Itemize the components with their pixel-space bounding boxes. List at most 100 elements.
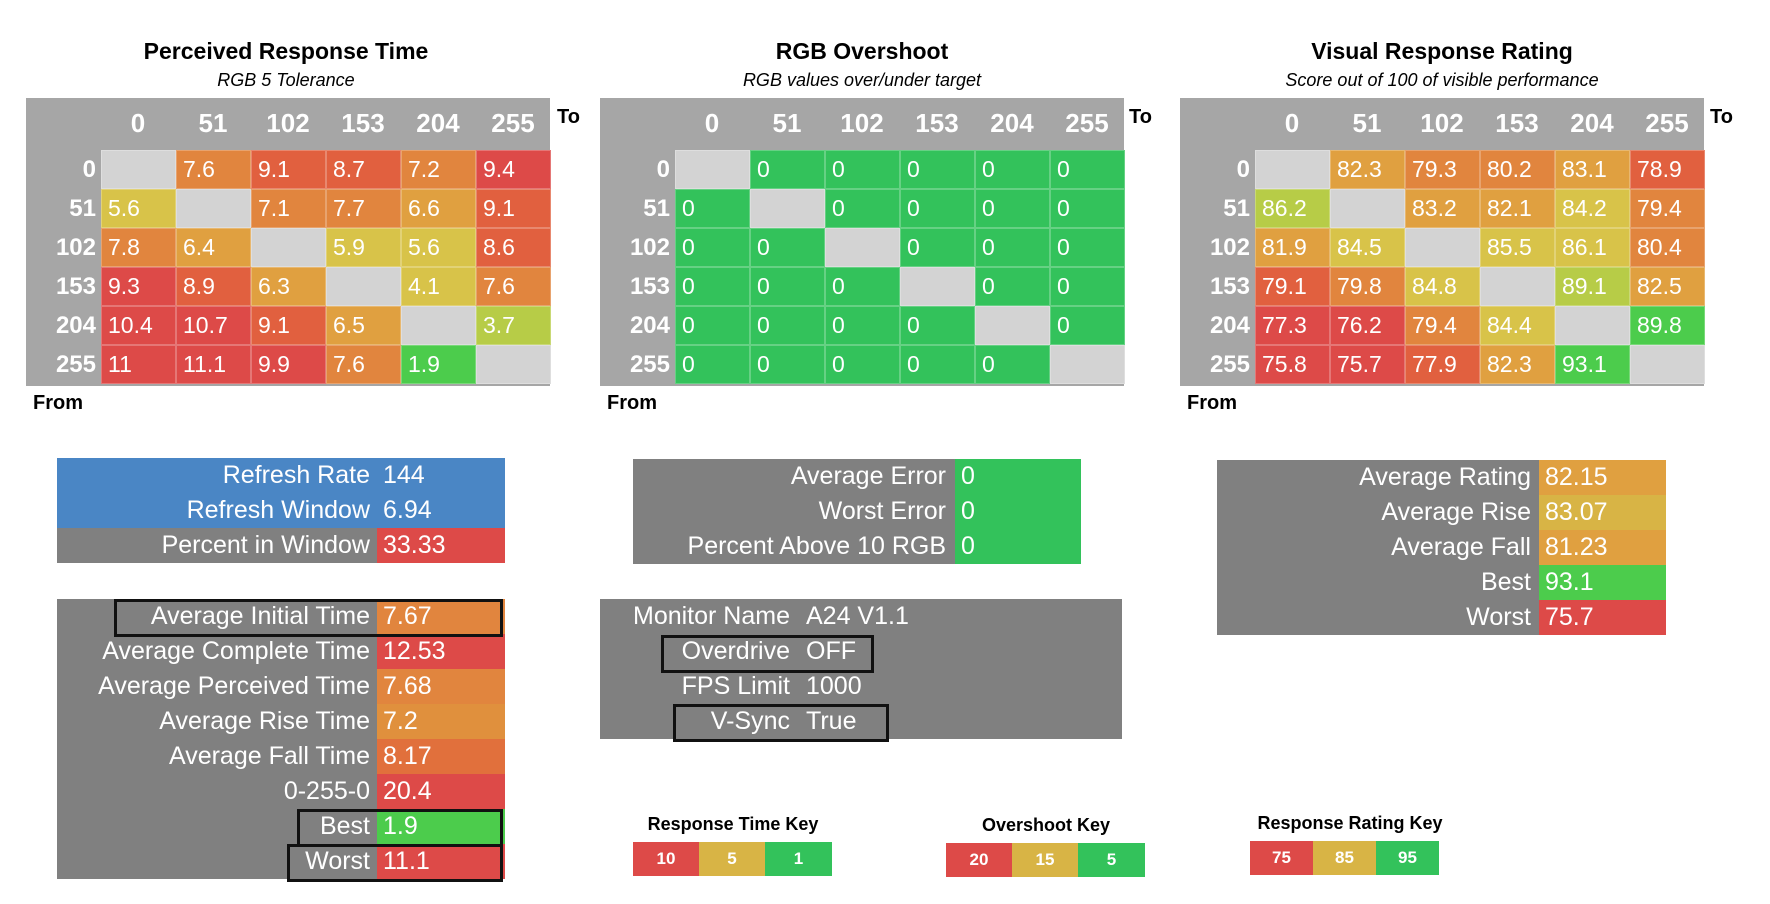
fps-limit-row: FPS Limit 1000 [600,669,1122,704]
rating-matrix: 0 51 102 153 204 255 0 51 102 153 204 25… [1180,98,1705,386]
matrix-cell: 0 [750,150,825,189]
time-stats-panel: Average Initial Time 7.67 Average Comple… [57,599,505,879]
avg-fall-row: Average Fall Time 8.17 [57,739,505,774]
col-header: 0 [1284,108,1300,138]
average-fall-row: Average Fall 81.23 [1217,530,1666,565]
matrix-cell: 83.2 [1405,189,1480,228]
avg-complete-row: Average Complete Time 12.53 [57,634,505,669]
matrix-cell: 6.5 [326,306,401,345]
matrix-cell: 0 [900,150,975,189]
matrix-cell-empty [1630,345,1705,384]
matrix-cell-empty [101,150,176,189]
col-header: 51 [1352,108,1382,138]
avg-fall-value: 8.17 [377,739,505,774]
refresh-panel: Refresh Rate 144 Refresh Window 6.94 Per… [57,458,505,563]
best-rating-label: Best [1480,568,1531,596]
matrix-cell: 82.3 [1480,345,1555,384]
matrix-cell: 0 [1050,267,1125,306]
matrix-cell-empty [1255,150,1330,189]
response-time-key-title: Response Time Key [647,814,819,834]
matrix-cell: 80.2 [1480,150,1555,189]
matrix-cell: 0 [825,150,900,189]
average-error-row: Average Error 0 [633,459,1081,494]
worst-time-row: Worst 11.1 [57,844,505,879]
matrix-cell: 89.1 [1555,267,1630,306]
matrix-cell: 86.2 [1255,189,1330,228]
matrix-cell: 9.4 [476,150,551,189]
matrix-cell: 7.6 [176,150,251,189]
matrix-cell: 0 [975,228,1050,267]
avg-rise-row: Average Rise Time 7.2 [57,704,505,739]
percent-above-value: 0 [955,529,1081,564]
matrix-cell: 0 [1050,228,1125,267]
row-header: 0 [1236,156,1250,183]
matrix-cell: 79.4 [1405,306,1480,345]
average-rating-row: Average Rating 82.15 [1217,460,1666,495]
worst-rating-row: Worst 75.7 [1217,600,1666,635]
avg-rise-value: 7.2 [377,704,505,739]
row-header: 102 [55,234,96,261]
matrix-cell: 7.6 [326,345,401,384]
row-header: 153 [629,273,670,300]
col-header: 102 [840,108,884,138]
matrix-cell: 77.3 [1255,306,1330,345]
average-rating-value: 82.15 [1539,460,1666,495]
matrix-cell: 83.1 [1555,150,1630,189]
row-header: 0 [656,156,670,183]
highlight-outline [661,635,874,673]
col-header: 102 [1420,108,1464,138]
matrix-cell: 7.1 [251,189,326,228]
monitor-name-label: Monitor Name [633,602,790,630]
overshoot-title: RGB Overshoot [775,38,949,64]
best-time-row: Best 1.9 [57,809,505,844]
col-header: 255 [1065,108,1109,138]
rating-key-title: Response Rating Key [1257,813,1443,833]
key-cell: 95 [1376,841,1439,875]
key-cell: 10 [633,842,699,876]
full-transition-value: 20.4 [377,774,505,809]
matrix-cell: 75.8 [1255,345,1330,384]
vsync-row: V-Sync True [600,704,1122,739]
matrix-cell: 84.4 [1480,306,1555,345]
response-time-subtitle: RGB 5 Tolerance [217,70,355,90]
to-label: To [1129,106,1152,128]
overshoot-key-title: Overshoot Key [981,815,1111,835]
percent-above-label: Percent Above 10 RGB [687,532,946,560]
average-error-label: Average Error [790,462,946,490]
matrix-cell: 81.9 [1255,228,1330,267]
monitor-name-row: Monitor Name A24 V1.1 [600,599,1122,634]
full-transition-label: 0-255-0 [283,777,370,805]
matrix-cell-empty [975,306,1050,345]
matrix-cell: 3.7 [476,306,551,345]
worst-error-row: Worst Error 0 [633,494,1081,529]
matrix-cell: 0 [975,189,1050,228]
matrix-cell: 79.1 [1255,267,1330,306]
matrix-cell-empty [900,267,975,306]
key-cell: 15 [1012,843,1078,877]
matrix-cell-empty [675,150,750,189]
best-time-label: Best [319,812,370,840]
row-header: 204 [55,312,96,339]
matrix-cell: 5.6 [101,189,176,228]
matrix-cell: 11 [101,345,176,384]
avg-initial-row: Average Initial Time 7.67 [57,599,505,634]
refresh-window-row: Refresh Window 6.94 [57,493,505,528]
avg-initial-label: Average Initial Time [150,602,370,630]
row-header: 255 [1209,351,1250,378]
refresh-window-value: 6.94 [383,496,432,524]
col-header: 0 [704,108,720,138]
best-time-value: 1.9 [377,809,505,844]
key-cell: 5 [699,842,765,876]
percent-in-window-label: Percent in Window [161,531,370,559]
col-header: 153 [1495,108,1539,138]
matrix-cell-empty [476,345,551,384]
matrix-cell-empty [1480,267,1555,306]
worst-error-label: Worst Error [818,497,946,525]
matrix-cell: 0 [900,306,975,345]
from-label: From [607,392,657,414]
response-time-matrix: 0 51 102 153 204 255 0 51 102 153 204 25… [26,98,551,386]
matrix-cell-empty [1050,345,1125,384]
from-label: From [1187,392,1237,414]
matrix-cell: 80.4 [1630,228,1705,267]
percent-above-row: Percent Above 10 RGB 0 [633,529,1081,564]
